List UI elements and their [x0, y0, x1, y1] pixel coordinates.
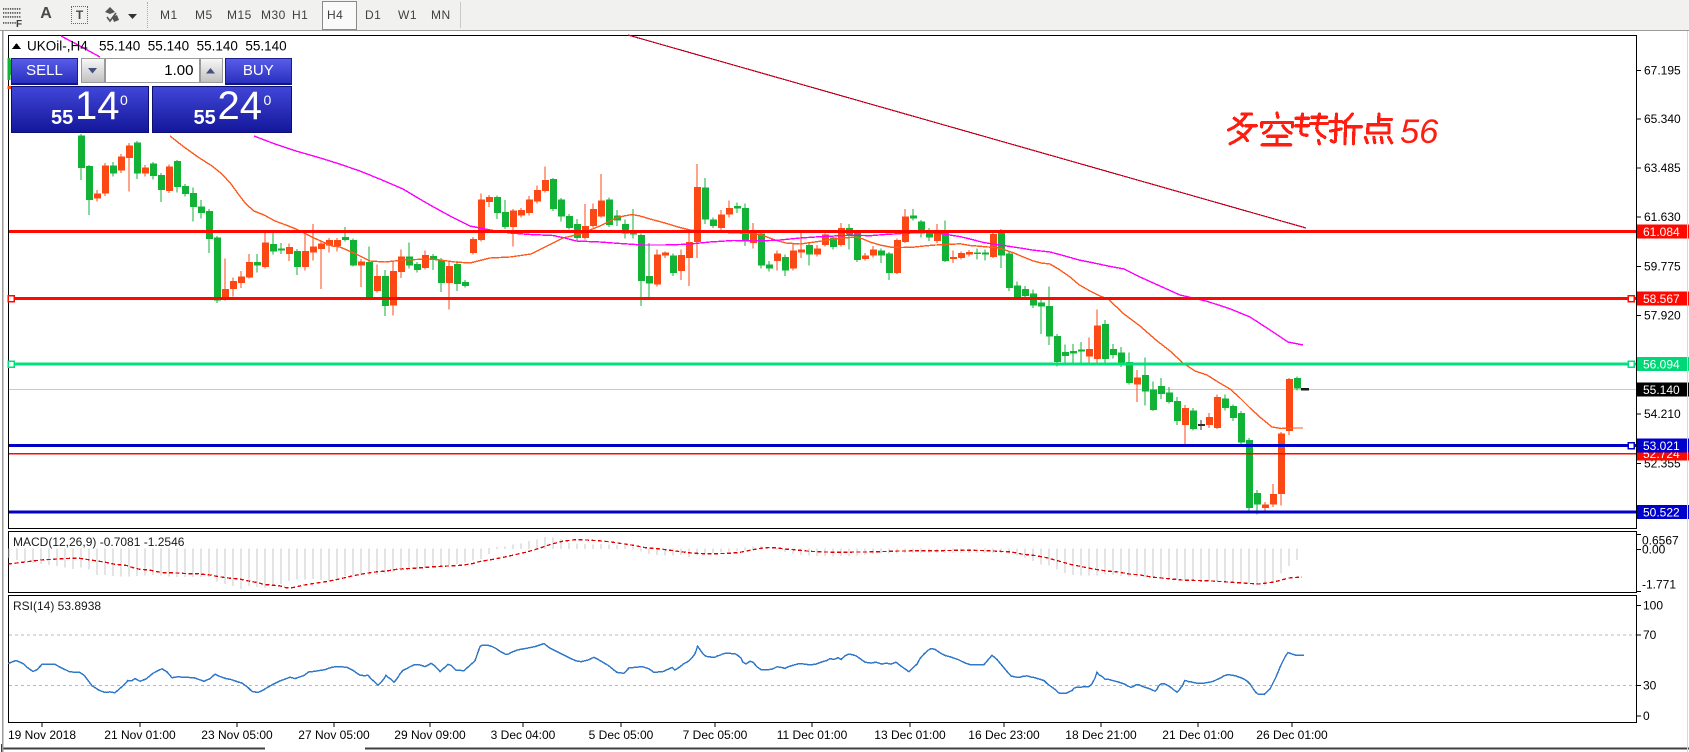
svg-text:27 Nov 05:00: 27 Nov 05:00 — [298, 728, 370, 742]
svg-text:11 Dec 01:00: 11 Dec 01:00 — [777, 728, 848, 742]
svg-text:19 Nov 2018: 19 Nov 2018 — [8, 728, 76, 742]
svg-text:58.567: 58.567 — [1643, 292, 1680, 306]
svg-text:59.775: 59.775 — [1644, 259, 1681, 273]
svg-text:0.00: 0.00 — [1642, 543, 1666, 557]
svg-text:50.522: 50.522 — [1643, 505, 1680, 519]
svg-text:100: 100 — [1643, 599, 1663, 613]
svg-text:61.084: 61.084 — [1643, 225, 1680, 239]
svg-text:21 Nov 01:00: 21 Nov 01:00 — [104, 728, 176, 742]
svg-text:63.485: 63.485 — [1644, 161, 1681, 175]
svg-text:0: 0 — [1643, 709, 1650, 723]
svg-text:70: 70 — [1643, 628, 1657, 642]
svg-text:-1.771: -1.771 — [1642, 578, 1676, 592]
svg-text:18 Dec 21:00: 18 Dec 21:00 — [1065, 728, 1137, 742]
svg-text:0.6567: 0.6567 — [1642, 534, 1679, 548]
svg-text:56.094: 56.094 — [1643, 358, 1680, 372]
svg-text:RSI(14) 53.8938: RSI(14) 53.8938 — [13, 599, 101, 613]
svg-text:F: F — [16, 19, 22, 29]
svg-text:30: 30 — [1643, 679, 1657, 693]
svg-text:57.920: 57.920 — [1644, 309, 1681, 323]
svg-text:56: 56 — [1400, 113, 1439, 151]
svg-text:67.195: 67.195 — [1644, 64, 1681, 78]
svg-text:21 Dec 01:00: 21 Dec 01:00 — [1162, 728, 1234, 742]
svg-text:UKOil-,H4 55.140 55.140 55: UKOil-,H4 55.140 55.140 55.140 55.140 — [27, 39, 287, 54]
svg-text:26 Dec 01:00: 26 Dec 01:00 — [1256, 728, 1328, 742]
svg-text:MACD(12,26,9) -0.7081 -1.2546: MACD(12,26,9) -0.7081 -1.2546 — [13, 535, 185, 549]
svg-text:5 Dec 05:00: 5 Dec 05:00 — [589, 728, 654, 742]
svg-text:65.340: 65.340 — [1644, 112, 1681, 126]
svg-text:53.021: 53.021 — [1643, 439, 1680, 453]
svg-text:29 Nov 09:00: 29 Nov 09:00 — [394, 728, 466, 742]
svg-text:61.630: 61.630 — [1644, 210, 1681, 224]
svg-text:7 Dec 05:00: 7 Dec 05:00 — [683, 728, 748, 742]
svg-text:54.210: 54.210 — [1644, 407, 1681, 421]
svg-text:23 Nov 05:00: 23 Nov 05:00 — [201, 728, 273, 742]
svg-text:55.140: 55.140 — [1643, 383, 1680, 397]
svg-text:16 Dec 23:00: 16 Dec 23:00 — [968, 728, 1040, 742]
svg-text:13 Dec 01:00: 13 Dec 01:00 — [874, 728, 946, 742]
svg-text:3 Dec 04:00: 3 Dec 04:00 — [491, 728, 556, 742]
